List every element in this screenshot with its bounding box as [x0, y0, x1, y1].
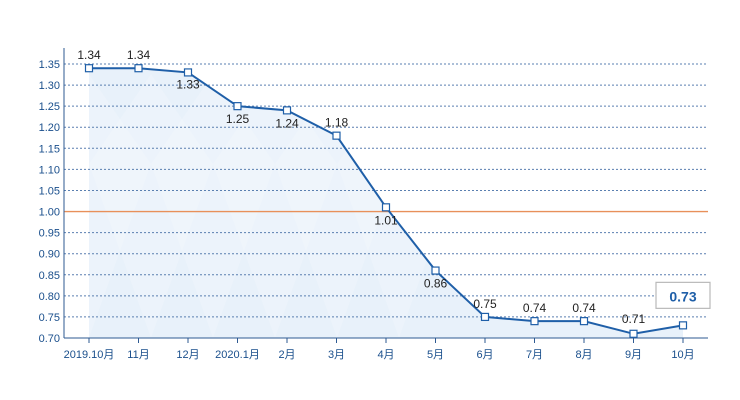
y-tick-label: 0.75 [39, 312, 60, 324]
x-tick-label: 10月 [671, 349, 694, 361]
data-point [332, 131, 341, 140]
x-tick-label: 4月 [377, 349, 394, 361]
x-tick-label: 3月 [328, 349, 345, 361]
data-label: 1.24 [275, 116, 299, 130]
data-label-highlight: 0.73 [669, 288, 696, 304]
data-label: 0.74 [523, 301, 547, 315]
y-tick-label: 0.80 [39, 291, 60, 303]
background-pattern [89, 74, 213, 338]
y-tick-label: 1.15 [39, 143, 60, 155]
data-point [530, 317, 539, 326]
y-tick-label: 1.25 [39, 101, 60, 113]
data-label: 0.75 [473, 297, 497, 311]
x-tick-label: 8月 [575, 349, 592, 361]
background-pattern [337, 74, 461, 338]
data-label: 1.25 [226, 112, 250, 126]
data-point [84, 64, 94, 73]
x-tick-label: 2020.1月 [215, 349, 260, 361]
y-tick-label: 0.90 [39, 249, 60, 261]
y-tick-label: 0.95 [39, 228, 60, 240]
data-point [678, 321, 688, 330]
highlight-box [655, 281, 711, 309]
data-label: 1.34 [77, 48, 101, 62]
background-pattern [151, 74, 275, 338]
data-label: 0.71 [622, 312, 646, 326]
x-tick-label: 2019.10月 [64, 349, 115, 361]
background-pattern [27, 74, 151, 338]
data-point [183, 68, 193, 77]
data-point [282, 106, 292, 115]
y-tick-label: 0.70 [39, 333, 60, 345]
data-point [134, 64, 143, 73]
y-tick-label: 1.20 [39, 122, 60, 134]
data-label: 1.33 [176, 77, 200, 91]
data-point [381, 203, 391, 212]
x-tick-label: 7月 [526, 349, 543, 361]
x-tick-label: 6月 [476, 349, 493, 361]
y-tick-label: 1.35 [39, 59, 60, 71]
x-tick-label: 5月 [427, 349, 444, 361]
data-label: 0.86 [424, 277, 448, 291]
x-tick-label: 2月 [278, 349, 295, 361]
y-tick-label: 0.85 [39, 270, 60, 282]
background-pattern [275, 74, 399, 338]
data-point [431, 266, 440, 275]
x-tick-label: 9月 [625, 349, 642, 361]
data-label: 1.18 [325, 116, 349, 130]
y-tick-label: 1.00 [39, 207, 60, 219]
data-label: 0.74 [572, 301, 596, 315]
y-tick-label: 1.05 [39, 185, 60, 197]
area-fill [89, 68, 683, 338]
y-tick-label: 1.30 [39, 80, 60, 92]
background-pattern [213, 74, 337, 338]
data-label: 1.34 [127, 48, 151, 62]
data-point [480, 312, 490, 322]
data-label: 1.01 [374, 213, 398, 227]
y-tick-label: 1.10 [39, 164, 60, 176]
x-tick-label: 11月 [127, 349, 149, 361]
data-point [579, 317, 589, 326]
x-tick-label: 12月 [176, 349, 199, 361]
data-point [233, 102, 242, 111]
data-point [629, 329, 638, 338]
